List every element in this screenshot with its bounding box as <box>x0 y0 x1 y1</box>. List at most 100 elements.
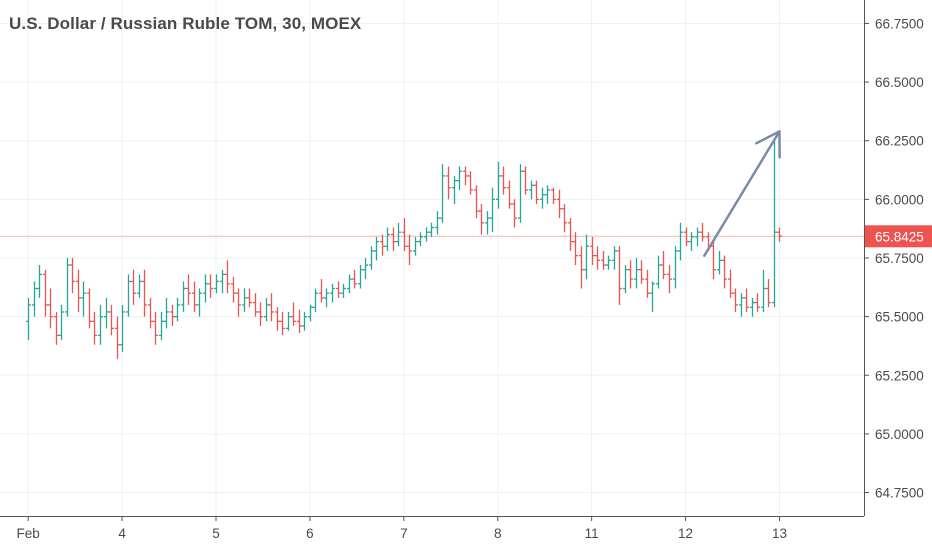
ohlc-bar <box>612 246 617 270</box>
ohlc-bar <box>374 236 379 261</box>
ohlc-bar <box>220 269 225 294</box>
ohlc-bar <box>363 258 368 280</box>
ohlc-bar <box>534 180 539 205</box>
ohlc-bar <box>358 265 363 289</box>
ohlc-bar <box>628 260 633 289</box>
ohlc-bar <box>330 283 335 303</box>
price-bars <box>26 138 782 359</box>
ohlc-bar <box>37 265 42 298</box>
ohlc-bar <box>380 234 385 256</box>
ohlc-bar <box>126 274 131 317</box>
ohlc-bar <box>280 311 285 336</box>
ohlc-bar <box>385 227 390 251</box>
ohlc-bar <box>728 269 733 298</box>
ohlc-bar <box>396 222 401 247</box>
ohlc-bar <box>352 269 357 289</box>
ohlc-bar <box>673 246 678 289</box>
trend-arrow-line <box>703 130 781 257</box>
ohlc-bar <box>186 274 191 305</box>
ohlc-bar <box>65 258 70 317</box>
ohlc-bar <box>755 293 760 312</box>
ohlc-bar <box>540 187 545 209</box>
ohlc-bar <box>684 227 689 247</box>
ohlc-bar <box>584 234 589 280</box>
ohlc-bar <box>192 281 197 312</box>
ohlc-bar <box>336 281 341 298</box>
ohlc-bar <box>247 288 252 308</box>
ohlc-bar <box>518 164 523 223</box>
ohlc-bar <box>507 180 512 209</box>
ohlc-bar <box>76 269 81 312</box>
ohlc-bar <box>308 304 313 322</box>
ohlc-bar <box>347 274 352 294</box>
y-tick-label: 64.7500 <box>875 486 924 501</box>
ohlc-bar <box>258 302 263 327</box>
ohlc-bar <box>695 227 700 247</box>
ohlc-bar <box>656 255 661 289</box>
ohlc-bar <box>501 166 506 195</box>
ohlc-bar <box>573 232 578 266</box>
ohlc-bar <box>70 258 75 294</box>
y-tick-label: 66.0000 <box>875 192 924 207</box>
ohlc-bar <box>59 304 64 341</box>
ohlc-bar <box>197 288 202 317</box>
ohlc-bar <box>496 161 501 209</box>
ohlc-bar <box>341 283 346 298</box>
ohlc-bar <box>606 255 611 270</box>
ohlc-bar <box>120 304 125 352</box>
ohlc-bar <box>159 311 164 341</box>
ohlc-bar <box>766 279 771 308</box>
ohlc-bar <box>115 316 120 359</box>
ohlc-bar <box>153 311 158 345</box>
ohlc-bar <box>275 307 280 331</box>
ohlc-bar <box>457 166 462 190</box>
chart-title: U.S. Dollar / Russian Ruble TOM, 30, MOE… <box>9 14 362 33</box>
ohlc-bar <box>109 304 114 336</box>
ohlc-bar <box>761 269 766 312</box>
ohlc-bar <box>639 260 644 284</box>
ohlc-bar <box>26 297 31 341</box>
ohlc-bar <box>424 227 429 242</box>
ohlc-bar <box>231 276 236 303</box>
ohlc-bar <box>131 269 136 305</box>
ohlc-bar <box>302 311 307 331</box>
x-tick-label: 12 <box>678 526 693 541</box>
ohlc-bar <box>32 281 37 317</box>
x-tick-label: 4 <box>118 526 126 541</box>
y-tick-label: 65.0000 <box>875 427 924 442</box>
ohlc-bar <box>413 236 418 256</box>
ohlc-bar <box>468 171 473 195</box>
ohlc-bar <box>777 227 782 242</box>
y-tick-label: 65.7500 <box>875 251 924 266</box>
ohlc-bar <box>700 222 705 242</box>
ohlc-bar <box>54 311 59 345</box>
ohlc-bar <box>623 265 628 294</box>
ohlc-bar <box>324 288 329 308</box>
ohlc-bar <box>733 288 738 312</box>
ohlc-bar <box>104 297 109 329</box>
ohlc-bar <box>81 281 86 317</box>
last-price-label: 65.8425 <box>875 229 924 244</box>
ohlc-bar <box>689 232 694 251</box>
x-tick-label: Feb <box>17 526 40 541</box>
y-tick-label: 65.2500 <box>875 368 924 383</box>
ohlc-bar <box>650 281 655 312</box>
ohlc-bar <box>463 166 468 186</box>
ohlc-bar <box>523 166 528 195</box>
ohlc-bar <box>236 288 241 317</box>
last-price-badge <box>865 225 932 248</box>
ohlc-bar <box>479 204 484 235</box>
ohlc-bar <box>490 187 495 233</box>
ohlc-bar <box>446 166 451 200</box>
x-tick-label: 7 <box>400 526 408 541</box>
ohlc-bar <box>661 250 666 280</box>
ohlc-bar <box>92 311 97 345</box>
x-tick-label: 13 <box>772 526 787 541</box>
ohlc-bar <box>148 297 153 329</box>
ohlc-bar <box>634 258 639 289</box>
ohlc-bar <box>313 288 318 312</box>
ohlc-bar <box>319 279 324 303</box>
ohlc-bar <box>170 304 175 327</box>
